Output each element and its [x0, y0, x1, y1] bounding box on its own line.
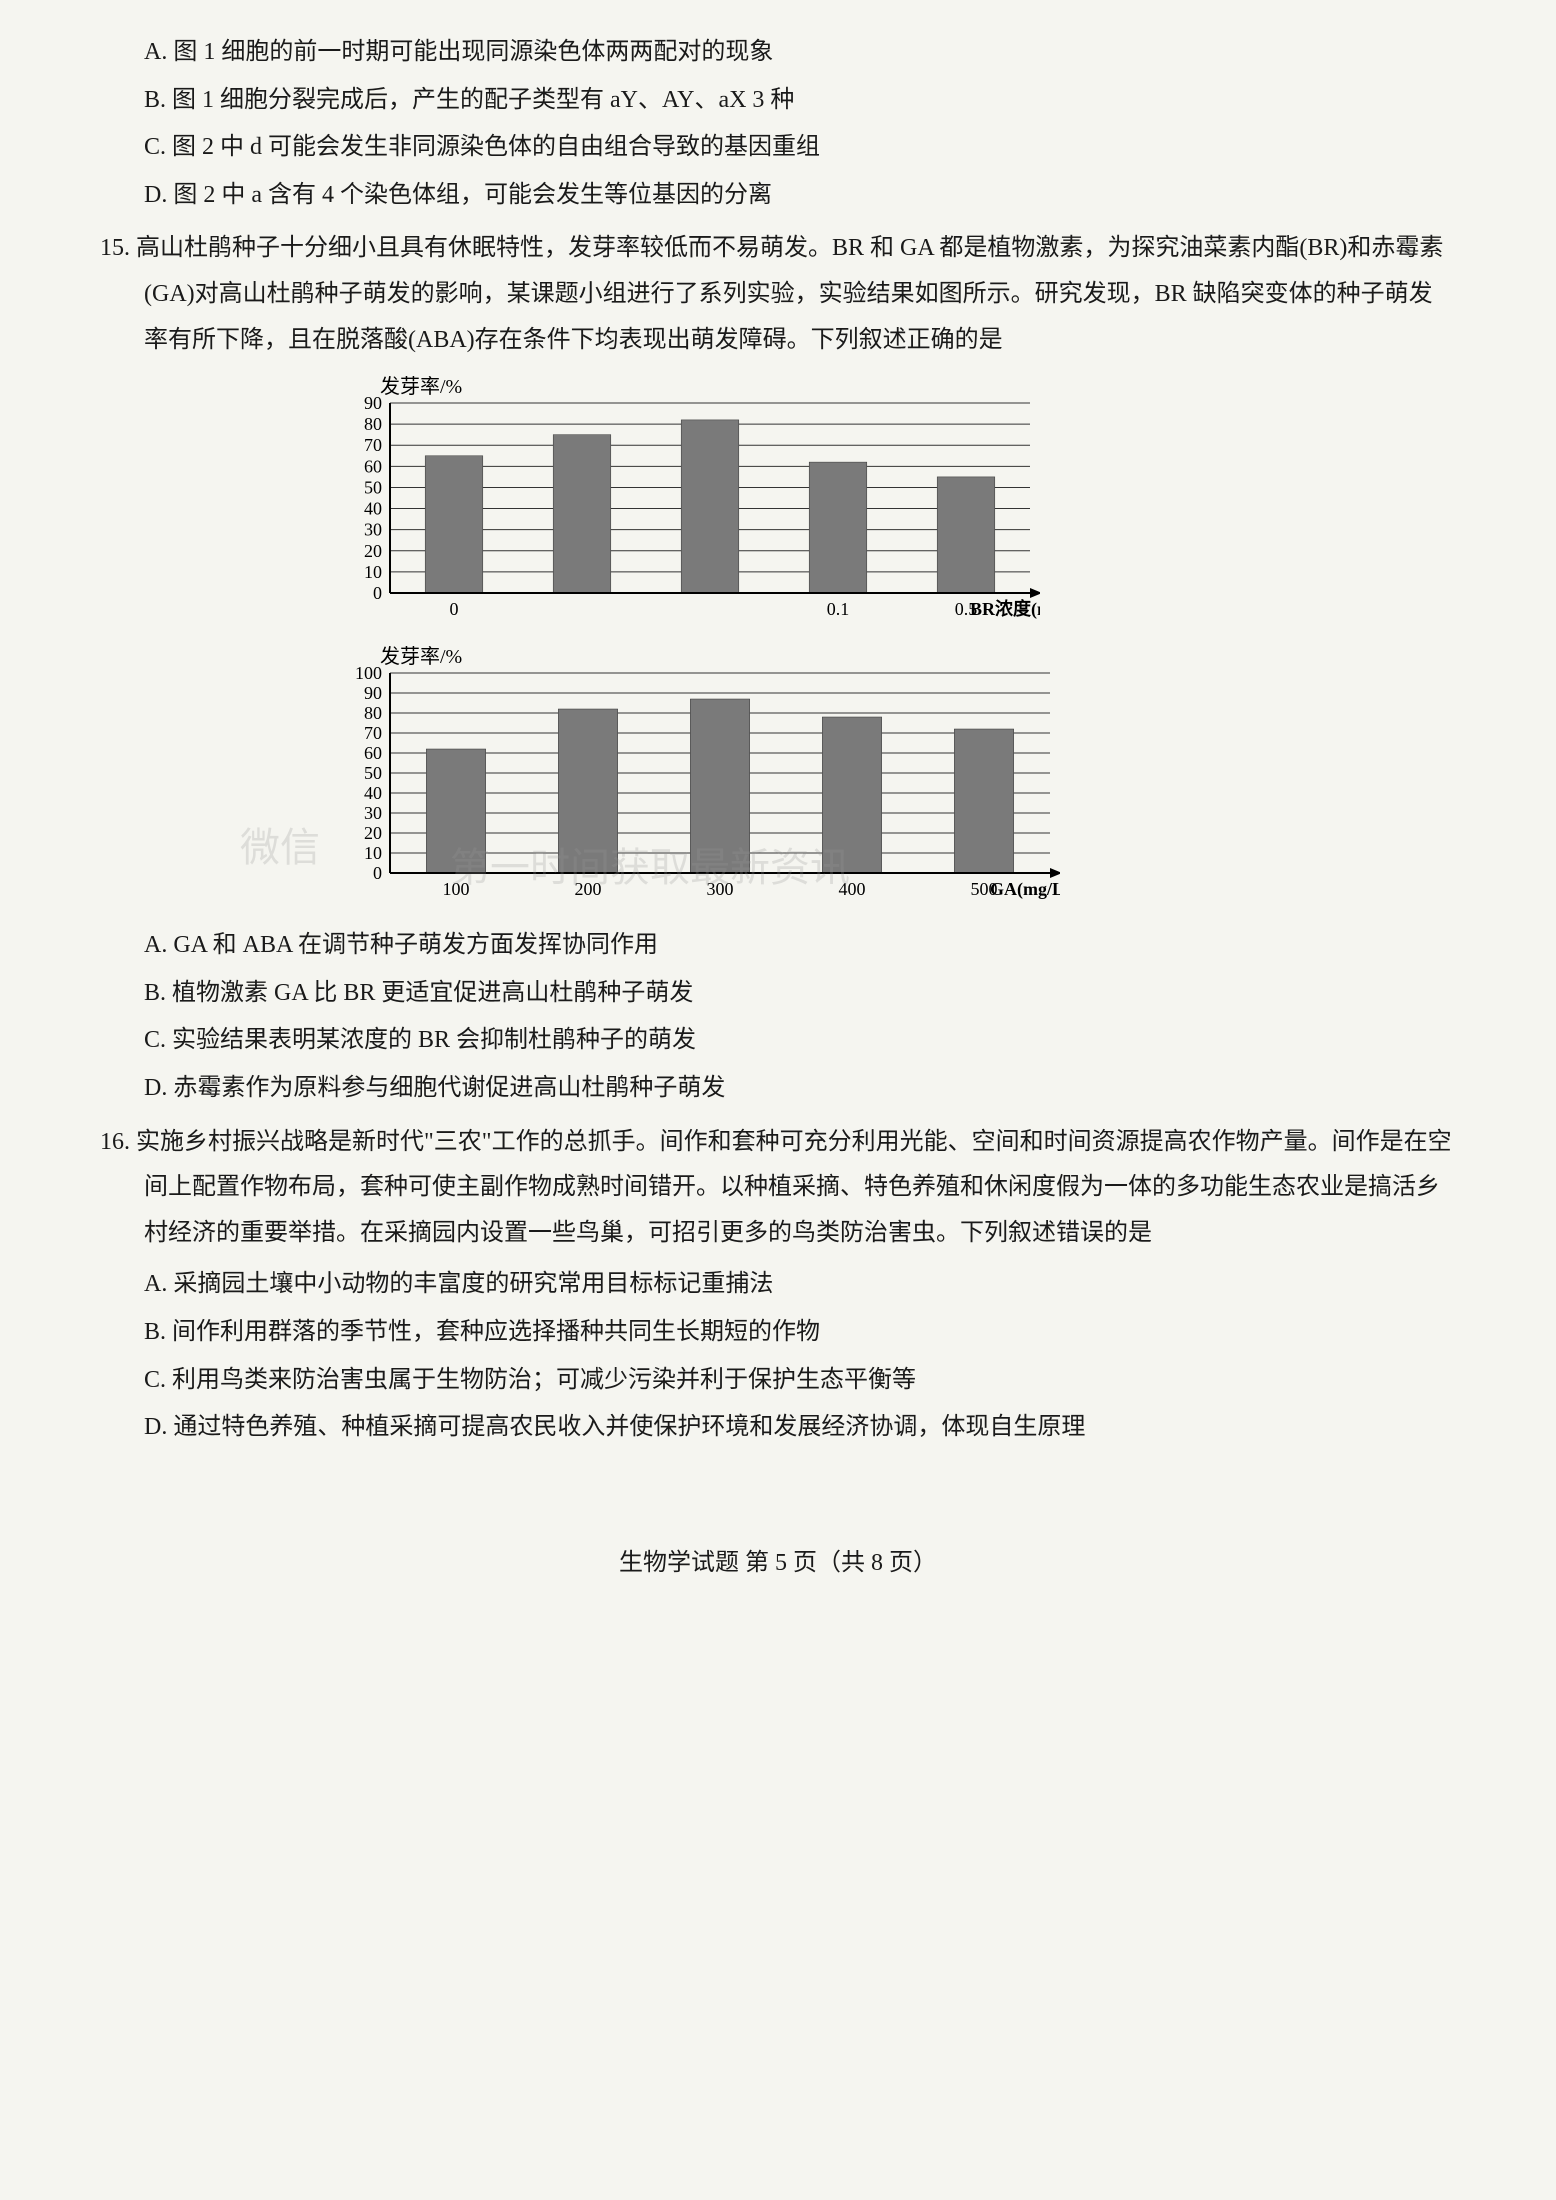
- svg-text:90: 90: [364, 393, 382, 413]
- q16-stem: 16. 实施乡村振兴战略是新时代"三农"工作的总抓手。间作和套种可充分利用光能、…: [100, 1120, 1456, 1257]
- q14-option-C: C. 图 2 中 d 可能会发生非同源染色体的自由组合导致的基因重组: [100, 125, 1456, 171]
- q14-option-A: A. 图 1 细胞的前一时期可能出现同源染色体两两配对的现象: [100, 30, 1456, 76]
- svg-text:400: 400: [839, 879, 866, 899]
- svg-text:0: 0: [373, 863, 382, 883]
- svg-text:90: 90: [364, 683, 382, 703]
- svg-text:40: 40: [364, 783, 382, 803]
- q15-option-A: A. GA 和 ABA 在调节种子萌发方面发挥协同作用: [100, 923, 1456, 969]
- svg-text:70: 70: [364, 723, 382, 743]
- q16-option-C: C. 利用鸟类来防治害虫属于生物防治；可减少污染并利于保护生态平衡等: [100, 1358, 1456, 1404]
- svg-text:300: 300: [707, 879, 734, 899]
- q15-option-B: B. 植物激素 GA 比 BR 更适宜促进高山杜鹃种子萌发: [100, 971, 1456, 1017]
- svg-text:10: 10: [364, 562, 382, 582]
- q16-option-B: B. 间作利用群落的季节性，套种应选择播种共同生长期短的作物: [100, 1310, 1456, 1356]
- svg-text:发芽率/%: 发芽率/%: [380, 375, 462, 398]
- svg-text:0.1: 0.1: [827, 599, 850, 619]
- chart2-ga: 发芽率/%01020304050607080901001002003004005…: [320, 643, 1456, 913]
- svg-text:100: 100: [443, 879, 470, 899]
- page-footer: 生物学试题 第 5 页（共 8 页）: [100, 1541, 1456, 1587]
- q16-option-D: D. 通过特色养殖、种植采摘可提高农民收入并使保护环境和发展经济协调，体现自生原…: [100, 1405, 1456, 1451]
- svg-text:70: 70: [364, 435, 382, 455]
- svg-text:40: 40: [364, 499, 382, 519]
- svg-text:200: 200: [575, 879, 602, 899]
- q14-option-D: D. 图 2 中 a 含有 4 个染色体组，可能会发生等位基因的分离: [100, 173, 1456, 219]
- svg-text:100: 100: [355, 663, 382, 683]
- q15-number: 15.: [100, 235, 130, 261]
- svg-text:80: 80: [364, 414, 382, 434]
- q15-option-C: C. 实验结果表明某浓度的 BR 会抑制杜鹃种子的萌发: [100, 1018, 1456, 1064]
- svg-text:50: 50: [364, 478, 382, 498]
- svg-text:发芽率/%: 发芽率/%: [380, 645, 462, 668]
- svg-text:60: 60: [364, 743, 382, 763]
- svg-text:GA(mg/L): GA(mg/L): [990, 879, 1060, 900]
- svg-text:60: 60: [364, 456, 382, 476]
- svg-text:80: 80: [364, 703, 382, 723]
- q15-text: 高山杜鹃种子十分细小且具有休眠特性，发芽率较低而不易萌发。BR 和 GA 都是植…: [136, 235, 1443, 352]
- q14-option-B: B. 图 1 细胞分裂完成后，产生的配子类型有 aY、AY、aX 3 种: [100, 78, 1456, 124]
- svg-text:10: 10: [364, 843, 382, 863]
- svg-text:BR浓度(mg/L): BR浓度(mg/L): [970, 598, 1040, 620]
- watermark-1: 微信: [240, 810, 320, 886]
- svg-text:20: 20: [364, 541, 382, 561]
- chart1-br: 发芽率/%010203040506070809000.10.5BR浓度(mg/L…: [320, 373, 1456, 633]
- q16-number: 16.: [100, 1129, 130, 1155]
- q15-option-D: D. 赤霉素作为原料参与细胞代谢促进高山杜鹃种子萌发: [100, 1066, 1456, 1112]
- svg-text:50: 50: [364, 763, 382, 783]
- q16-text: 实施乡村振兴战略是新时代"三农"工作的总抓手。间作和套种可充分利用光能、空间和时…: [136, 1129, 1452, 1246]
- svg-text:0: 0: [373, 583, 382, 603]
- svg-text:20: 20: [364, 823, 382, 843]
- svg-text:30: 30: [364, 520, 382, 540]
- svg-text:0: 0: [450, 599, 459, 619]
- svg-text:30: 30: [364, 803, 382, 823]
- q16-option-A: A. 采摘园土壤中小动物的丰富度的研究常用目标标记重捕法: [100, 1262, 1456, 1308]
- q15-stem: 15. 高山杜鹃种子十分细小且具有休眠特性，发芽率较低而不易萌发。BR 和 GA…: [100, 226, 1456, 363]
